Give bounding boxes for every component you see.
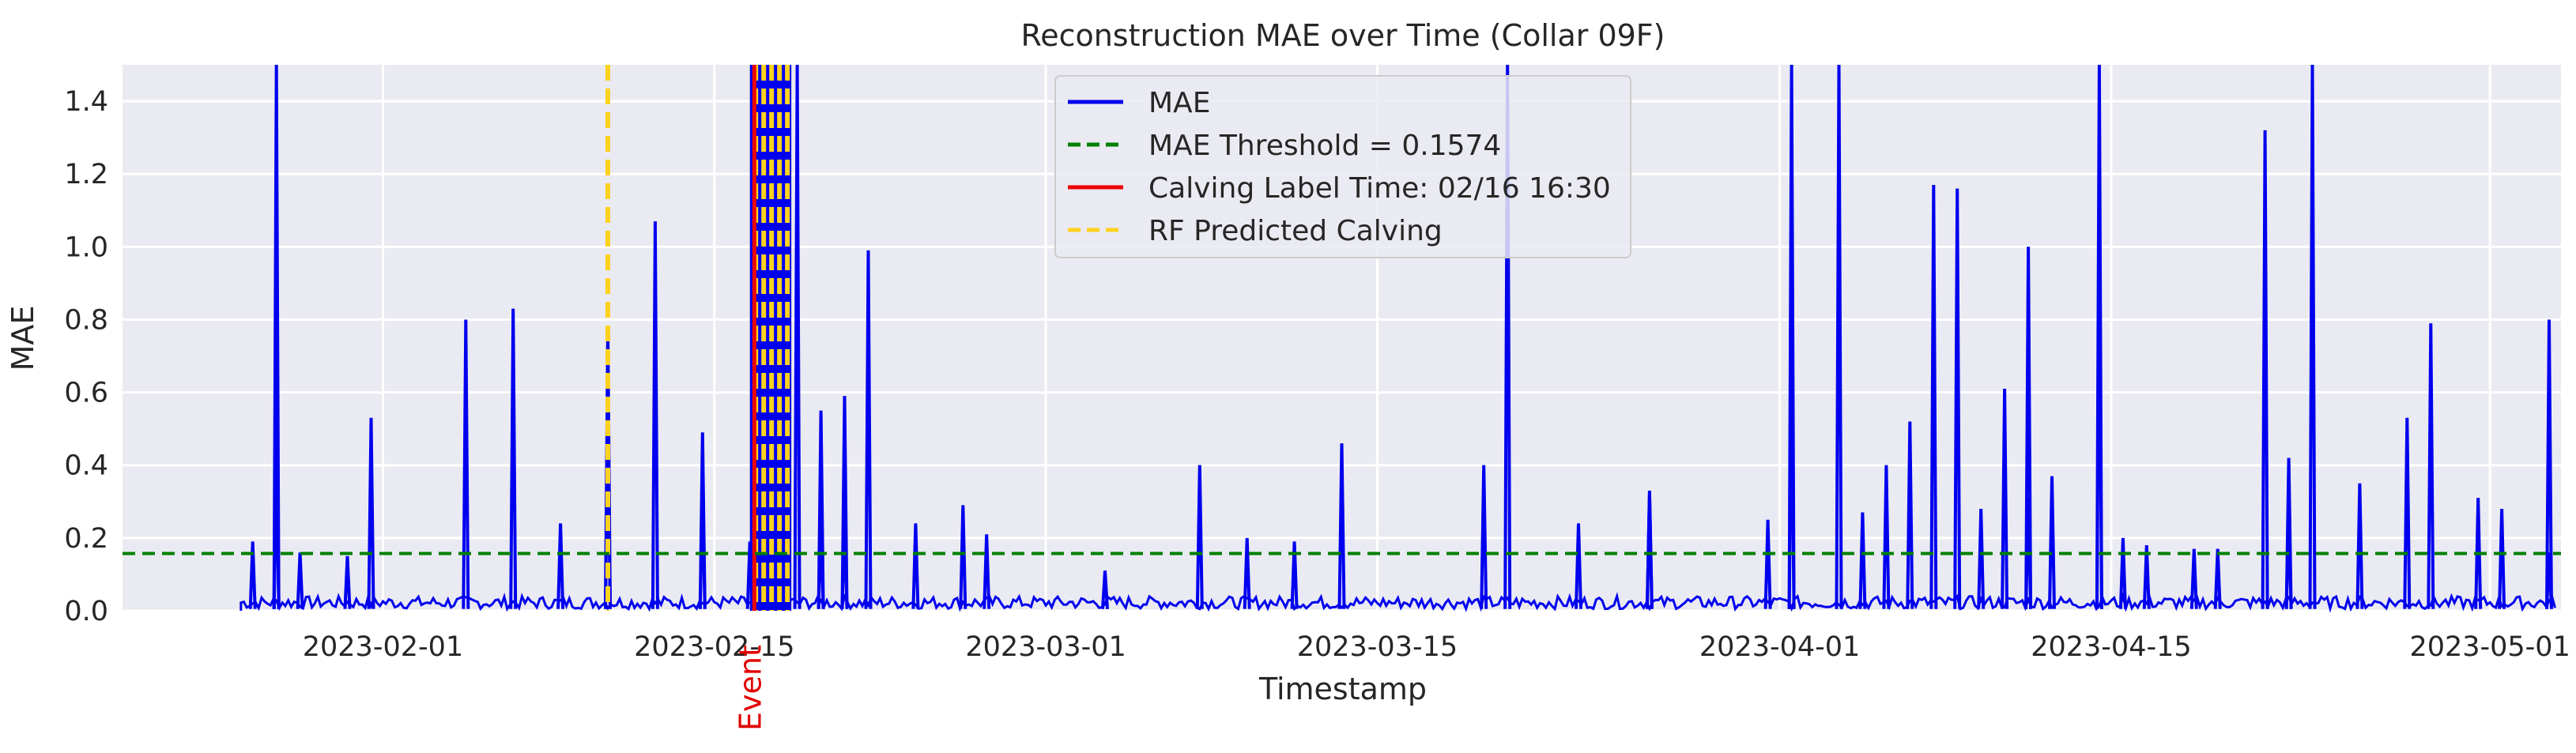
mae-spike <box>2118 537 2127 609</box>
mae-spike <box>367 417 375 609</box>
x-tick-label: 2023-03-01 <box>965 631 1126 663</box>
x-tick-label: 2023-02-15 <box>634 631 794 663</box>
plot-area: 0.0 0.2 0.4 0.6 0.8 1.0 1.2 1.4 2023-02-01 2023-0… <box>64 64 2570 731</box>
x-tick-label: 2023-04-15 <box>2031 631 2191 663</box>
mae-spike <box>2261 130 2269 609</box>
y-tick-label: 1.2 <box>64 159 108 190</box>
mae-spike <box>1480 465 1488 609</box>
mae-spike <box>272 333 281 609</box>
mae-spike <box>2024 247 2033 609</box>
legend-entry-label: MAE Threshold = 0.1574 <box>1148 130 1501 162</box>
mae-spike <box>1929 184 1938 609</box>
mae-spike <box>1953 188 1962 609</box>
mae-spike <box>2545 319 2553 609</box>
event-annotation: Event <box>733 645 768 731</box>
legend-entry-label: MAE <box>1148 87 1210 119</box>
y-axis-label: MAE <box>6 306 40 371</box>
mae-spike <box>1858 512 1867 609</box>
mae-spike <box>698 494 707 609</box>
mae-spike <box>1290 541 1299 609</box>
mae-spike <box>793 64 801 609</box>
mae-spike <box>509 308 518 609</box>
mae-spike <box>1503 64 1512 609</box>
mae-spike <box>2284 516 2293 609</box>
y-tick-label: 0.4 <box>64 450 108 482</box>
legend-entry-label: RF Predicted Calving <box>1148 215 1443 247</box>
mae-spike <box>2189 548 2198 609</box>
mae-spike <box>1882 465 1891 609</box>
y-tick-label: 0.8 <box>64 304 108 336</box>
mae-spike <box>2403 417 2412 609</box>
mae-spike <box>959 505 967 609</box>
mae-baseline-line <box>239 592 2556 613</box>
mae-spike <box>1835 64 1843 609</box>
mae-spike <box>2498 508 2506 609</box>
y-tick-label: 0.6 <box>64 378 108 409</box>
mae-spike <box>2355 483 2364 609</box>
mae-spike <box>2048 476 2056 609</box>
mae-spike <box>1645 490 1654 609</box>
mae-spike <box>911 523 920 609</box>
mae-spike <box>2213 548 2222 609</box>
mae-spike <box>1977 508 1986 609</box>
mae-spike <box>1243 537 1251 609</box>
mae-spike <box>1101 570 1109 609</box>
mae-spike <box>2308 64 2317 609</box>
mae-spike <box>2427 323 2435 609</box>
mae-spike <box>651 221 659 609</box>
mae-spike <box>817 410 825 609</box>
mae-spike <box>840 519 849 609</box>
mae-spike <box>1195 465 1204 609</box>
x-axis-label: Timestamp <box>1258 672 1427 706</box>
mae-spike <box>864 250 873 609</box>
y-tick-label: 0.0 <box>64 596 108 627</box>
mae-spike <box>296 552 304 609</box>
y-tick-label: 1.4 <box>64 86 108 118</box>
chart-title: Reconstruction MAE over Time (Collar 09F… <box>1021 18 1665 53</box>
mae-spike <box>1906 421 1914 609</box>
mae-spike <box>2095 247 2103 609</box>
mae-spike <box>983 534 991 609</box>
mae-spike <box>2142 545 2151 609</box>
x-tick-label: 2023-04-01 <box>1699 631 1860 663</box>
mae-spike <box>2545 552 2553 609</box>
mae-spike <box>1787 378 1796 609</box>
legend-box <box>1054 75 1631 258</box>
mae-spike <box>2001 388 2009 609</box>
legend-entry-label: Calving Label Time: 02/16 16:30 <box>1148 172 1611 205</box>
y-tick-label: 1.0 <box>64 232 108 263</box>
mae-spike <box>462 319 470 609</box>
x-tick-label: 2023-05-01 <box>2409 631 2570 663</box>
mae-spike <box>2474 498 2483 609</box>
mae-spike <box>248 541 257 609</box>
mae-spike <box>343 555 352 609</box>
mae-spike <box>1575 523 1582 609</box>
x-tick-label: 2023-03-15 <box>1297 631 1458 663</box>
x-tick-label: 2023-02-01 <box>303 631 463 663</box>
y-tick-label: 0.2 <box>64 523 108 555</box>
mae-spike <box>1763 519 1772 609</box>
mae-spike <box>556 523 565 609</box>
